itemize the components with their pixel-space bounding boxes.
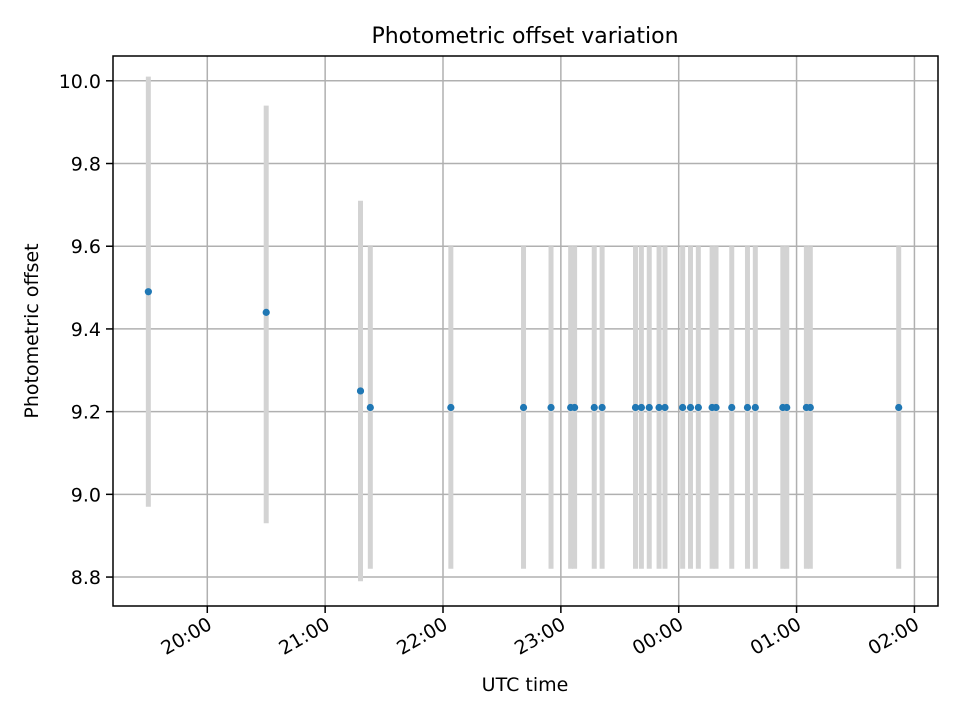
plot-area-frame (112, 55, 939, 607)
data-points (144, 288, 903, 412)
y-tick-label: 9.4 (71, 319, 101, 341)
data-point (447, 403, 455, 412)
data-point (366, 403, 374, 412)
data-point (694, 403, 702, 412)
data-point (655, 403, 663, 412)
data-point (631, 403, 640, 412)
y-axis-label: Photometric offset (21, 243, 43, 418)
data-point (571, 403, 579, 412)
chart-title: Photometric offset variation (371, 24, 678, 49)
data-point (751, 403, 759, 412)
y-tick-label: 9.6 (71, 236, 101, 258)
data-point (783, 403, 791, 412)
y-tick-label: 8.8 (71, 567, 101, 589)
data-point (743, 403, 752, 412)
data-point (712, 403, 720, 412)
data-point (144, 288, 152, 296)
data-point (598, 403, 606, 412)
data-point (590, 403, 598, 412)
data-point (262, 308, 270, 316)
data-point (661, 403, 669, 412)
data-point (356, 387, 365, 395)
y-tick-label: 9.8 (71, 154, 101, 176)
data-point (637, 403, 645, 412)
data-point (806, 403, 814, 412)
data-point (645, 403, 653, 412)
data-point (679, 403, 687, 412)
data-point (519, 403, 528, 412)
data-point (895, 403, 903, 412)
data-point (686, 403, 695, 412)
data-point (547, 403, 555, 412)
y-tick-label: 9.0 (71, 484, 101, 506)
y-tick-label: 10.0 (59, 71, 101, 93)
data-point (728, 403, 736, 412)
y-axis-ticks: 8.8 9.0 9.2 9.4 9.6 9.8 10.0 (59, 71, 113, 589)
y-tick-label: 9.2 (71, 402, 101, 424)
x-axis-label: UTC time (482, 674, 569, 696)
